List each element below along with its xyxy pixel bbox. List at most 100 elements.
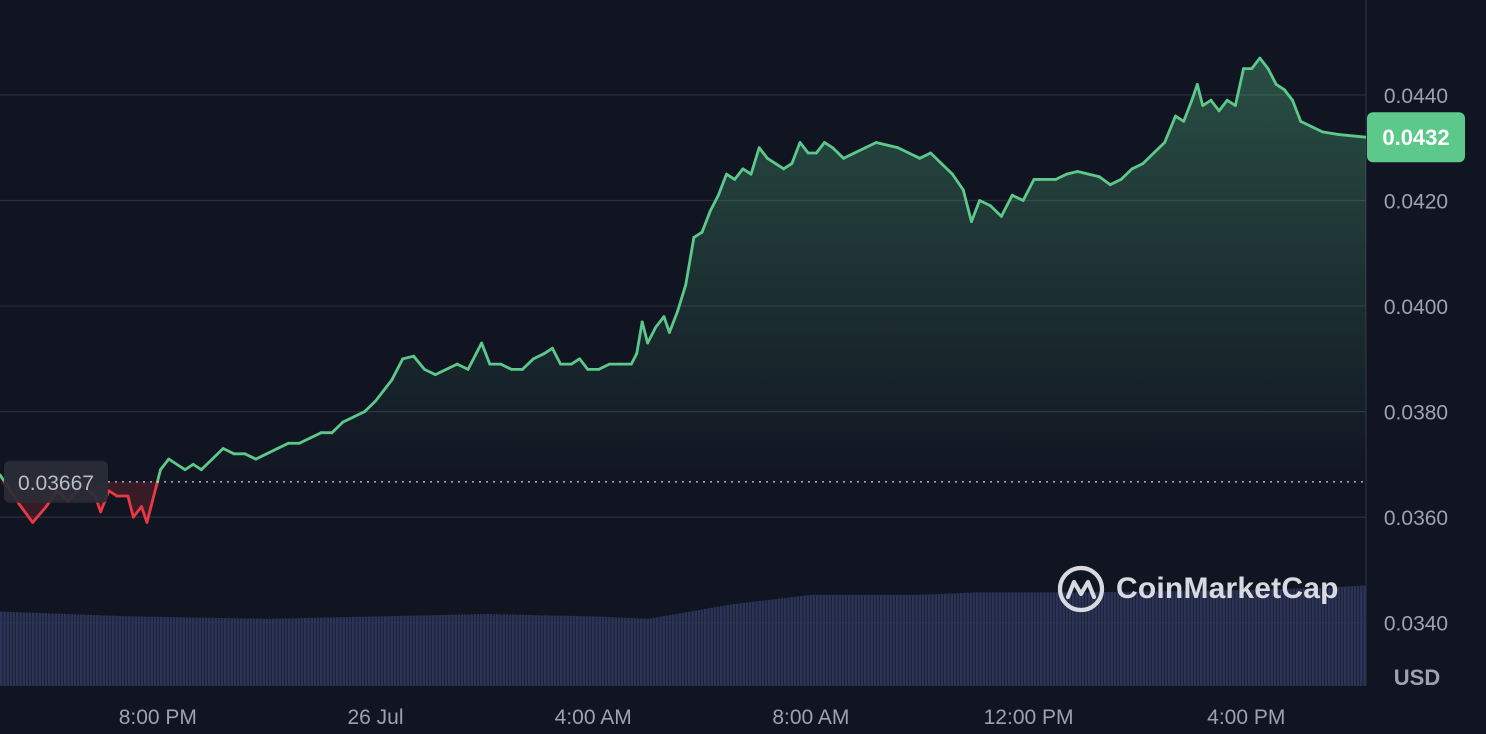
price-line-segment — [999, 193, 1014, 218]
volume-bar — [1260, 589, 1264, 686]
volume-bar — [1350, 586, 1353, 686]
volume-bar — [1340, 586, 1344, 686]
volume-bar — [467, 614, 470, 686]
volume-bar — [899, 594, 902, 686]
volume-bar — [368, 616, 371, 686]
volume-bar — [1353, 585, 1357, 686]
price-line-segment — [842, 151, 856, 160]
volume-bar — [105, 615, 109, 686]
price-line-layer — [0, 56, 1366, 524]
volume-bar — [1286, 588, 1289, 686]
volume-bar — [480, 614, 483, 686]
volume-bar — [579, 616, 582, 686]
volume-bar — [1324, 587, 1328, 686]
volume-bar — [784, 597, 787, 686]
volume-bar — [1356, 585, 1360, 686]
volume-bar — [624, 617, 627, 686]
price-line-segment — [578, 357, 590, 371]
volume-bar — [608, 617, 611, 686]
price-line-segment — [363, 399, 377, 414]
baseline-label: 0.03667 — [18, 472, 94, 495]
volume-bar — [976, 592, 979, 686]
volume-bar — [432, 615, 435, 686]
volume-bar — [166, 617, 169, 686]
volume-bar — [457, 614, 461, 686]
volume-bar — [572, 615, 576, 686]
volume-bar — [534, 615, 537, 686]
volume-bar — [124, 616, 128, 686]
volume-bar — [979, 592, 982, 686]
volume-bar — [636, 618, 640, 686]
volume-bar — [800, 596, 803, 686]
volume-bar — [1078, 592, 1081, 686]
volume-bar — [230, 618, 233, 686]
volume-bar — [620, 617, 624, 686]
volume-bar — [940, 593, 944, 686]
volume-bar — [342, 617, 345, 686]
volume-bar — [1334, 587, 1337, 686]
volume-bar — [92, 615, 96, 686]
volume-bar — [1203, 590, 1206, 686]
price-line-segment — [961, 188, 973, 224]
volume-bar — [489, 614, 493, 686]
volume-bar — [48, 613, 51, 686]
volume-bar — [905, 594, 909, 686]
volume-bar — [633, 618, 637, 686]
price-line-segment — [733, 167, 745, 181]
volume-bar — [640, 618, 643, 686]
x-tick-label: 4:00 AM — [555, 706, 632, 729]
volume-bar — [771, 599, 774, 686]
volume-bar — [995, 592, 998, 686]
volume-bar — [864, 594, 867, 686]
volume-bar — [380, 616, 384, 686]
price-line-segment — [749, 146, 761, 176]
volume-bar — [828, 594, 832, 686]
price-line-segment — [1119, 167, 1134, 181]
price-line-segment — [1201, 98, 1213, 107]
volume-bar — [25, 612, 29, 686]
volume-bar — [883, 594, 886, 686]
x-tick-label: 8:00 PM — [119, 706, 197, 729]
volume-bar — [825, 594, 829, 686]
volume-bar — [752, 601, 755, 686]
volume-bar — [1129, 591, 1133, 686]
y-tick-label: 0.0420 — [1384, 191, 1448, 214]
volume-bar — [652, 617, 656, 686]
volume-bar — [300, 618, 304, 686]
volume-bar — [515, 614, 518, 686]
price-line-segment — [692, 230, 704, 239]
volume-bar — [1193, 590, 1197, 686]
volume-bar — [57, 613, 61, 686]
volume-bar — [1251, 589, 1254, 686]
volume-bar — [601, 616, 605, 686]
volume-bar — [361, 616, 365, 686]
volume-bar — [252, 618, 256, 686]
volume-bar — [1152, 591, 1155, 686]
volume-bar — [499, 614, 502, 686]
volume-bar — [873, 594, 877, 686]
coinmarketcap-watermark: CoinMarketCap — [1056, 564, 1339, 614]
price-line-segment — [167, 457, 179, 466]
volume-bar — [774, 599, 777, 686]
volume-bar — [505, 614, 509, 686]
volume-bar — [256, 618, 259, 686]
volume-layer — [0, 585, 1366, 686]
volume-bar — [950, 593, 953, 686]
volume-bar — [259, 618, 262, 686]
price-line-segment — [352, 410, 367, 419]
volume-bar — [844, 594, 848, 686]
volume-bar — [217, 617, 221, 686]
volume-bar — [912, 594, 915, 686]
volume-bar — [643, 618, 646, 686]
volume-bar — [192, 617, 195, 686]
price-line-segment — [646, 325, 658, 345]
price-line-segment — [765, 156, 777, 165]
volume-bar — [937, 594, 941, 686]
volume-bar — [233, 618, 237, 686]
volume-bar — [880, 594, 883, 686]
volume-bar — [115, 615, 118, 686]
x-tick-label: 8:00 AM — [772, 706, 849, 729]
volume-bar — [400, 615, 403, 686]
